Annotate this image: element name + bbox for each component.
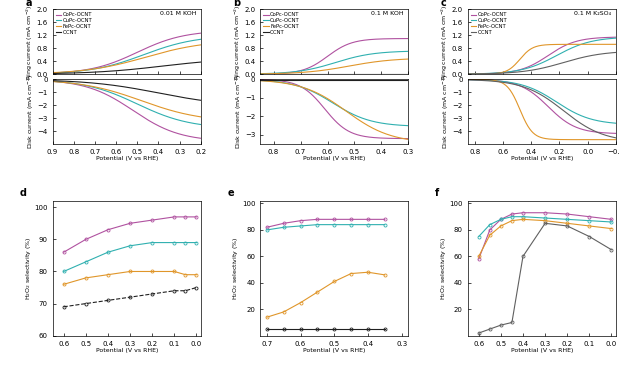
X-axis label: Potential (V vs RHE): Potential (V vs RHE) xyxy=(95,348,158,353)
X-axis label: Potential (V vs RHE): Potential (V vs RHE) xyxy=(95,156,158,162)
Y-axis label: Ring current (mA cm$^{-2}$): Ring current (mA cm$^{-2}$) xyxy=(440,4,450,79)
Y-axis label: Ring current (mA cm$^{-2}$): Ring current (mA cm$^{-2}$) xyxy=(25,4,35,79)
Text: d: d xyxy=(20,188,27,198)
X-axis label: Potential (V vs RHE): Potential (V vs RHE) xyxy=(511,156,573,162)
Y-axis label: Disk current (mA cm$^{-2}$): Disk current (mA cm$^{-2}$) xyxy=(441,74,451,149)
Text: b: b xyxy=(233,0,241,8)
Y-axis label: H$_2$O$_2$ selectivity (%): H$_2$O$_2$ selectivity (%) xyxy=(24,236,33,300)
Y-axis label: H$_2$O$_2$ selectivity (%): H$_2$O$_2$ selectivity (%) xyxy=(232,236,240,300)
Text: 0.1 M K₂SO₄: 0.1 M K₂SO₄ xyxy=(574,11,612,16)
Text: a: a xyxy=(26,0,32,8)
Text: 0.01 M KOH: 0.01 M KOH xyxy=(160,11,196,16)
X-axis label: Potential (V vs RHE): Potential (V vs RHE) xyxy=(303,156,365,162)
Y-axis label: Disk current (mA cm$^{-2}$): Disk current (mA cm$^{-2}$) xyxy=(26,74,36,149)
Y-axis label: Disk current (mA cm$^{-2}$): Disk current (mA cm$^{-2}$) xyxy=(233,74,243,149)
Text: 0.1 M KOH: 0.1 M KOH xyxy=(371,11,404,16)
Legend: CoPc-OCNT, CuPc-OCNT, FePc-OCNT, OCNT: CoPc-OCNT, CuPc-OCNT, FePc-OCNT, OCNT xyxy=(55,12,93,35)
Text: f: f xyxy=(435,188,439,198)
Text: c: c xyxy=(441,0,447,8)
Legend: CoPc-OCNT, CuPc-OCNT, FePc-OCNT, OCNT: CoPc-OCNT, CuPc-OCNT, FePc-OCNT, OCNT xyxy=(263,12,300,35)
X-axis label: Potential (V vs RHE): Potential (V vs RHE) xyxy=(303,348,365,353)
Y-axis label: Ring current (mA cm$^{-2}$): Ring current (mA cm$^{-2}$) xyxy=(232,4,243,79)
Text: e: e xyxy=(228,188,234,198)
Legend: CoPc-OCNT, CuPc-OCNT, FePc-OCNT, OCNT: CoPc-OCNT, CuPc-OCNT, FePc-OCNT, OCNT xyxy=(470,12,508,35)
X-axis label: Potential (V vs RHE): Potential (V vs RHE) xyxy=(511,348,573,353)
Y-axis label: H$_2$O$_2$ selectivity (%): H$_2$O$_2$ selectivity (%) xyxy=(439,236,448,300)
